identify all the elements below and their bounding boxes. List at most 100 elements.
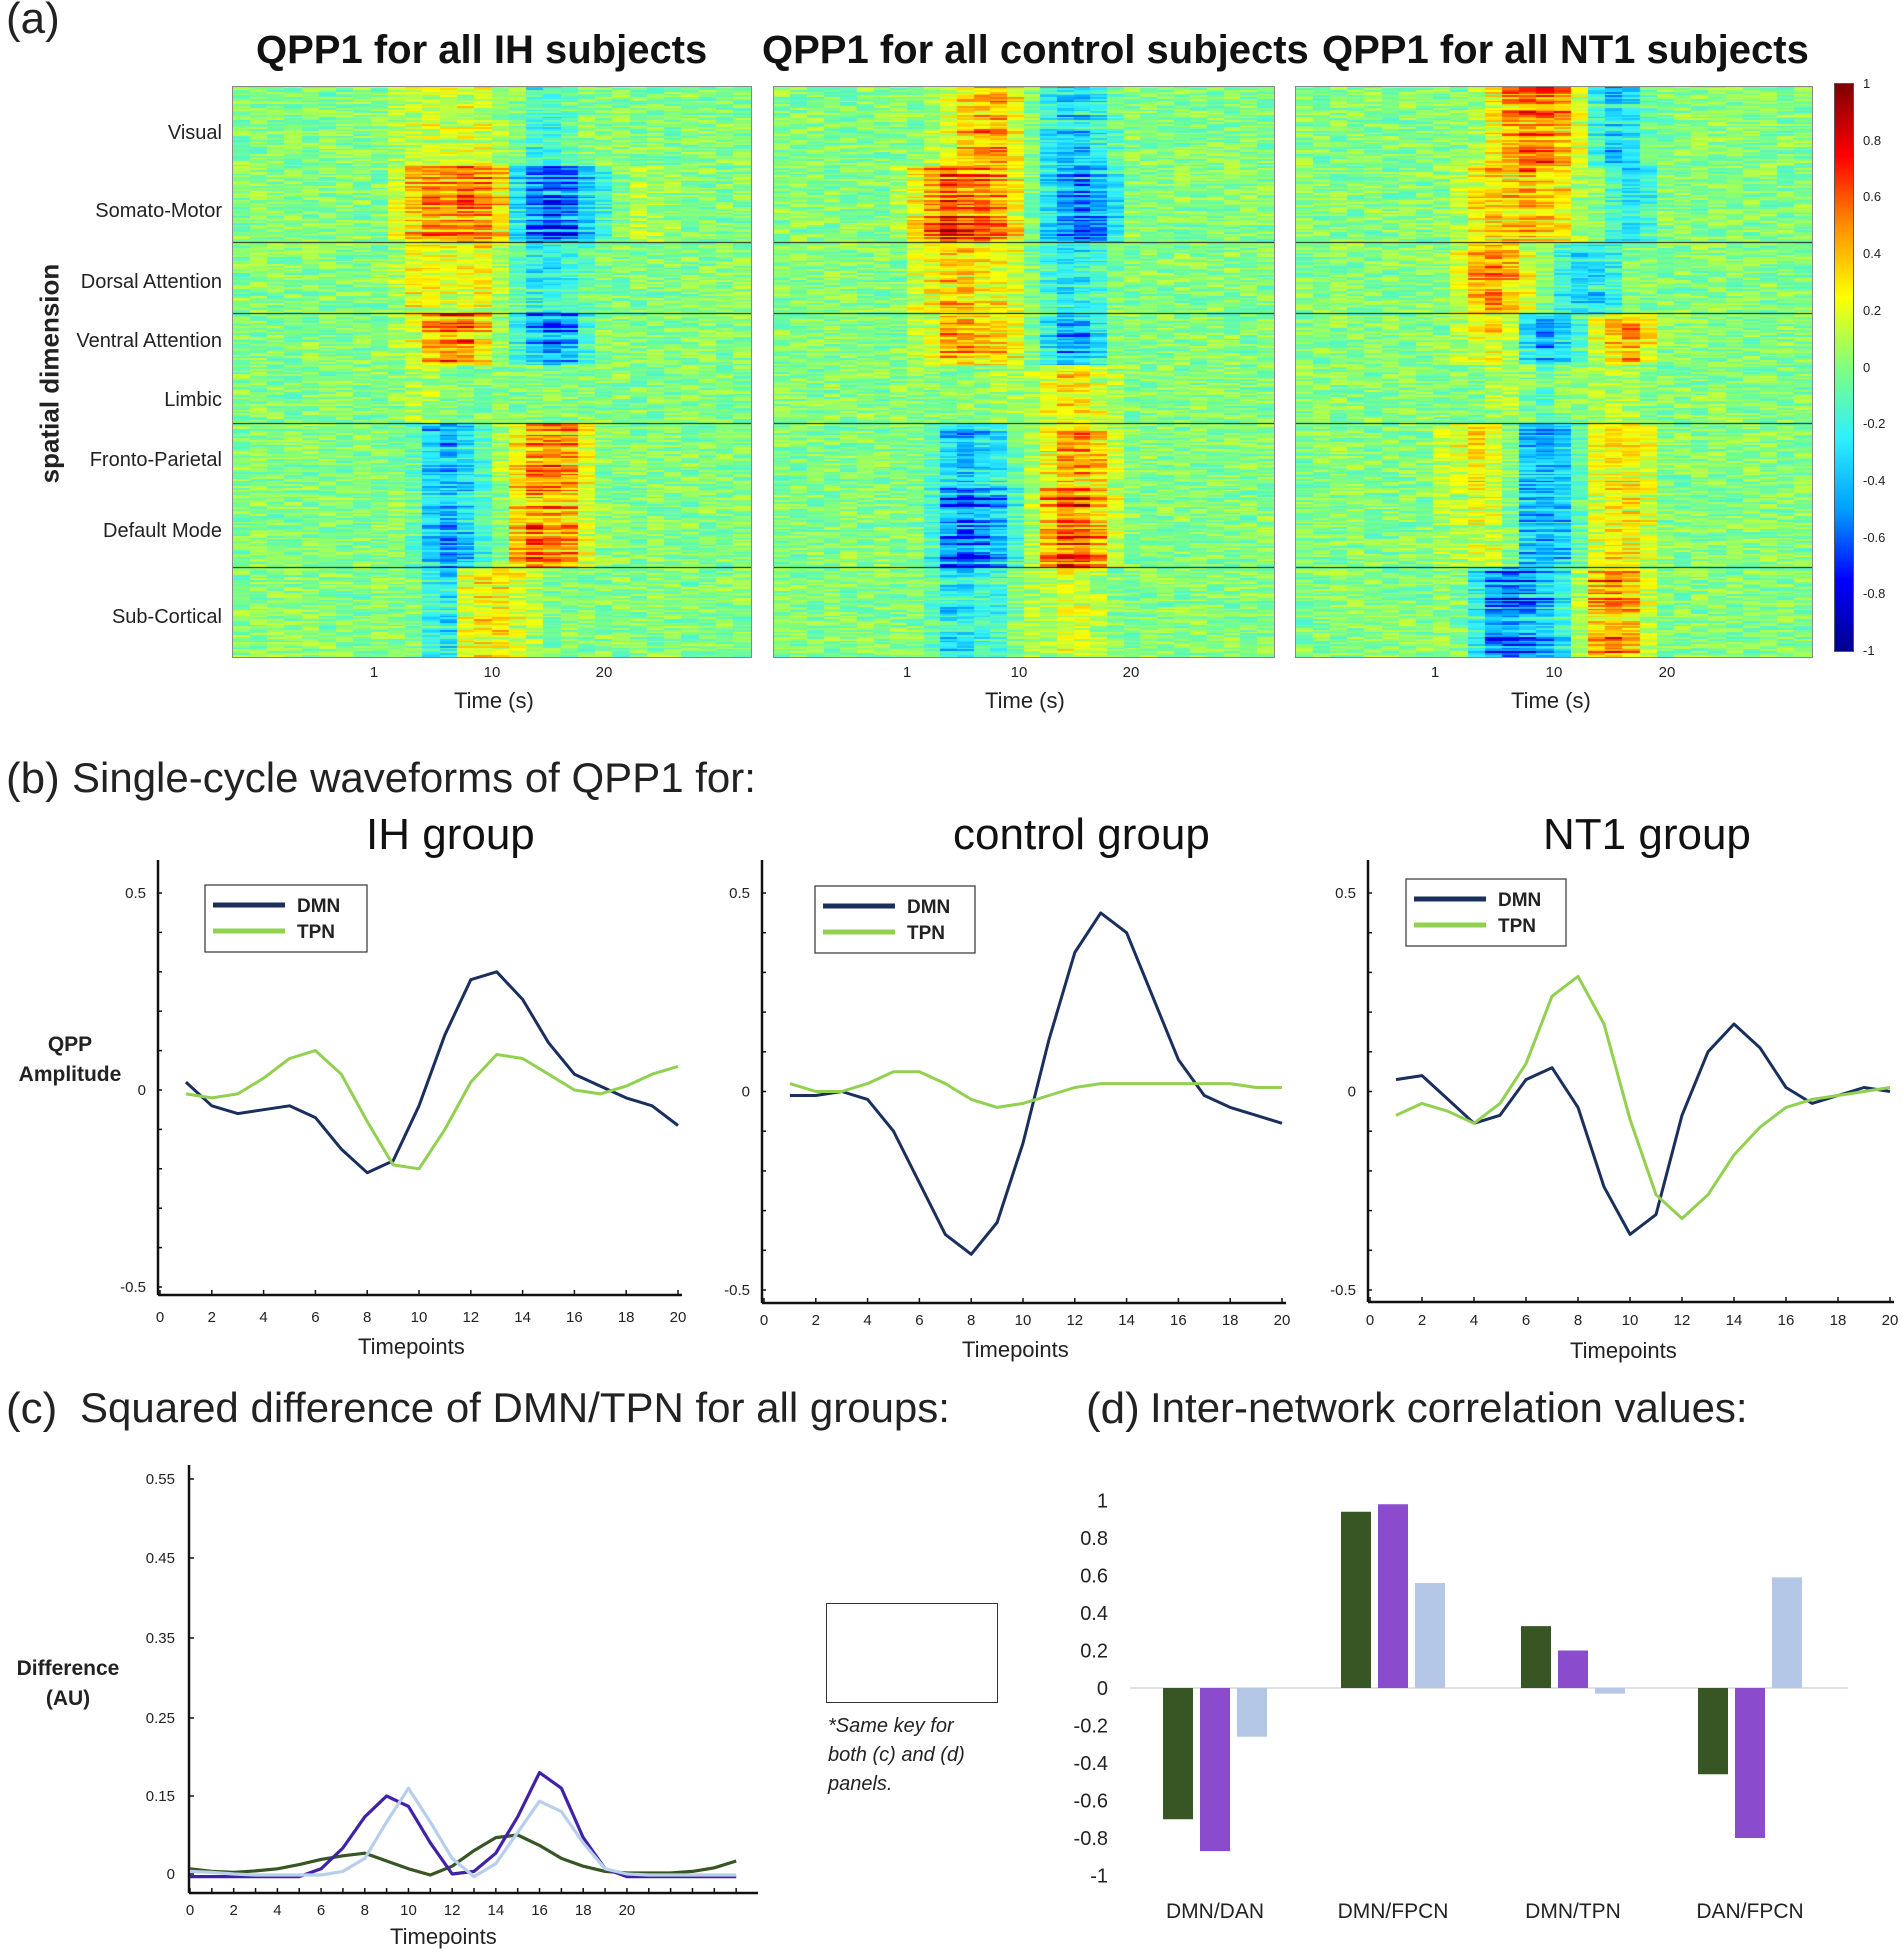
- correlation-bar-nt1: [1595, 1688, 1625, 1694]
- heatmap-time-tick: 20: [1122, 664, 1140, 681]
- waveform-title-control: control group: [953, 810, 1210, 859]
- waveform-legend-label: DMN: [1498, 890, 1541, 911]
- correlation-y-tick-label: 1: [1097, 1491, 1108, 1513]
- waveform-x-tick-label: 6: [311, 1309, 319, 1326]
- difference-x-tick-label: 16: [531, 1902, 548, 1919]
- waveform-legend-box: [1405, 878, 1567, 947]
- waveform-x-tick-label: 8: [1574, 1312, 1582, 1329]
- difference-x-tick-label: 4: [273, 1902, 281, 1919]
- correlation-bar-ih: [1521, 1626, 1551, 1688]
- difference-y-tick-label: 0: [167, 1866, 175, 1883]
- waveform-xlabel-ih: Timepoints: [358, 1334, 465, 1359]
- heatmap-nt1: [1295, 86, 1813, 658]
- correlation-bar-nt1: [1415, 1583, 1445, 1688]
- correlation-category-label: DAN/FPCN: [1696, 1900, 1803, 1923]
- waveform-x-tick-label: 6: [1522, 1312, 1530, 1329]
- correlation-category-label: DMN/DAN: [1166, 1900, 1264, 1923]
- heatmap-time-tick: 10: [1545, 664, 1563, 681]
- waveform-x-tick-label: 10: [411, 1309, 428, 1326]
- correlation-y-tick-label: -0.6: [1074, 1791, 1108, 1813]
- correlation-y-tick-label: 0: [1097, 1678, 1108, 1700]
- heatmap-xlabel-ih: Time (s): [454, 688, 534, 713]
- colorbar-tick: -0.2: [1863, 416, 1886, 432]
- network-label: Sub-Cortical: [111, 606, 222, 628]
- waveform-ylabel: QPP Amplitude: [10, 1030, 130, 1090]
- network-label: Ventral Attention: [76, 330, 222, 352]
- correlation-bar-ih: [1341, 1511, 1371, 1688]
- difference-ylabel: Difference (AU): [8, 1654, 128, 1714]
- waveform-legend-label: DMN: [297, 896, 340, 917]
- correlation-y-tick-label: -0.4: [1074, 1753, 1108, 1775]
- difference-x-tick-label: 18: [575, 1902, 592, 1919]
- waveform-x-tick-label: 18: [618, 1309, 635, 1326]
- colorbar-tick: -0.4: [1863, 472, 1886, 488]
- heatmap-time-tick: 20: [595, 664, 613, 681]
- network-label: Somato-Motor: [95, 200, 222, 222]
- waveform-ylabel-line1: QPP: [47, 1033, 93, 1056]
- waveform-x-tick-label: 20: [1274, 1312, 1291, 1329]
- colorbar-tick: 0.2: [1863, 302, 1882, 318]
- difference-legend: [826, 1603, 998, 1703]
- colorbar-tick: 1: [1863, 76, 1871, 91]
- colorbar-tick: 0: [1863, 359, 1871, 375]
- heatmap-ih: [232, 86, 752, 658]
- waveform-x-tick-label: 4: [863, 1312, 871, 1329]
- waveform-line-dmn: [789, 911, 1283, 1256]
- difference-line-control: [190, 1770, 737, 1879]
- waveform-ylabel-line2: Amplitude: [18, 1063, 122, 1086]
- correlation-y-tick-label: 0.2: [1080, 1641, 1108, 1663]
- correlation-y-tick-label: -0.8: [1074, 1828, 1108, 1850]
- panel-c-label: (c): [6, 1384, 58, 1433]
- waveform-legend-box: [814, 885, 976, 954]
- difference-y-tick-label: 0.25: [146, 1710, 175, 1727]
- colorbar-tick: -0.6: [1863, 529, 1886, 545]
- correlation-category-label: DMN/TPN: [1525, 1900, 1621, 1923]
- waveform-x-tick-label: 6: [915, 1312, 923, 1329]
- waveform-x-tick-label: 2: [208, 1309, 216, 1326]
- heatmap-control: [773, 86, 1275, 658]
- difference-x-tick-label: 20: [619, 1902, 636, 1919]
- waveform-y-tick-label: -0.5: [724, 1282, 750, 1299]
- difference-x-tick-label: 10: [400, 1902, 417, 1919]
- difference-ylabel-line1: Difference: [16, 1657, 120, 1680]
- network-label: Limbic: [164, 389, 222, 411]
- heatmap-time-tick: 1: [369, 664, 379, 681]
- difference-x-tick-label: 8: [361, 1902, 369, 1919]
- waveform-x-tick-label: 14: [1726, 1312, 1743, 1329]
- network-label: Dorsal Attention: [80, 271, 222, 293]
- difference-line-nt1: [189, 1786, 737, 1879]
- correlation-bar-control: [1558, 1650, 1588, 1688]
- correlation-y-tick-label: 0.6: [1080, 1566, 1108, 1588]
- colorbar-tick: 0.4: [1863, 246, 1882, 262]
- difference-x-tick-label: 6: [317, 1902, 325, 1919]
- waveform-x-tick-label: 0: [156, 1309, 164, 1326]
- difference-x-tick-label: 12: [444, 1902, 461, 1919]
- waveform-y-tick-label: 0.5: [125, 885, 146, 902]
- waveform-legend-label: TPN: [1498, 916, 1536, 937]
- waveform-line-tpn: [185, 1049, 679, 1171]
- waveform-x-tick-label: 10: [1015, 1312, 1032, 1329]
- difference-y-tick-label: 0.55: [146, 1471, 175, 1488]
- waveform-y-tick-label: 0: [1348, 1084, 1356, 1101]
- waveform-x-tick-label: 4: [259, 1309, 267, 1326]
- panel-b-label: (b): [6, 754, 60, 803]
- panel-d-heading: Inter-network correlation values:: [1150, 1384, 1748, 1431]
- waveform-title-ih: IH group: [366, 810, 535, 859]
- waveform-x-tick-label: 14: [514, 1309, 531, 1326]
- correlation-bar-ih: [1163, 1688, 1193, 1820]
- heatmap-title-ih: QPP1 for all IH subjects: [256, 28, 708, 72]
- heatmap-time-tick: 10: [483, 664, 501, 681]
- colorbar-tick: 0.6: [1863, 189, 1882, 205]
- correlation-category-label: DMN/FPCN: [1338, 1900, 1449, 1923]
- network-label: Visual: [167, 122, 222, 144]
- heatmap-title-nt1: QPP1 for all NT1 subjects: [1322, 28, 1809, 72]
- waveform-x-tick-label: 4: [1470, 1312, 1478, 1329]
- waveform-line-dmn: [1395, 1022, 1891, 1236]
- colorbar: [1834, 83, 1854, 652]
- colorbar-tick: -1: [1863, 643, 1875, 658]
- waveform-xlabel-control: Timepoints: [962, 1337, 1069, 1362]
- panel-b-heading: Single-cycle waveforms of QPP1 for:: [72, 754, 756, 801]
- heatmap-time-tick: 10: [1010, 664, 1028, 681]
- waveform-x-tick-label: 12: [1066, 1312, 1083, 1329]
